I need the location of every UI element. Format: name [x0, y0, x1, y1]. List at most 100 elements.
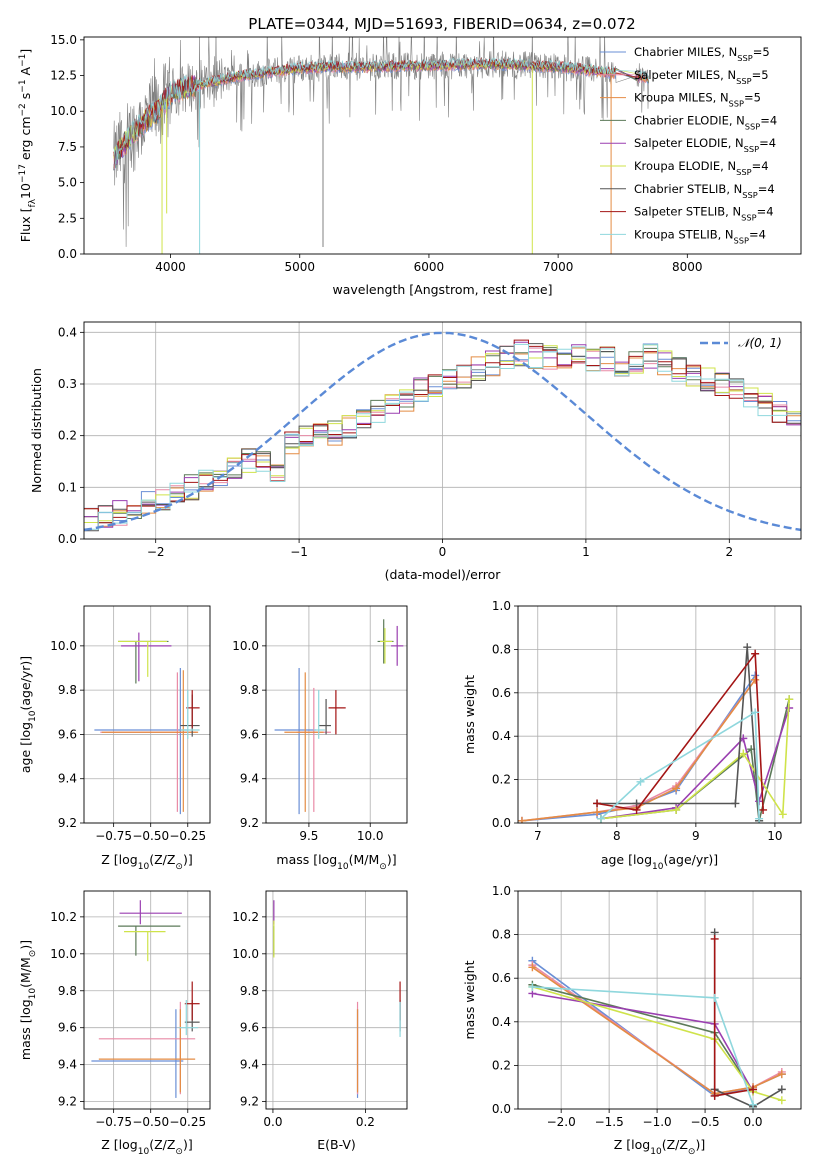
spectrum-y-axis-label-part: −2	[18, 103, 28, 116]
y-tick-label: 5.0	[58, 176, 77, 190]
x-axis-label-part: ⊙	[688, 1147, 696, 1157]
axes-frame	[83, 605, 211, 824]
x-tick-label: −1.0	[643, 1115, 672, 1129]
y-axis-label-part: )]	[18, 940, 33, 950]
histogram-step-line	[84, 344, 801, 523]
y-tick-label: 9.2	[58, 1095, 77, 1109]
metallicity-mass-panel: −0.75 −0.50 −0.25 9.2 9.4 9.6 9.8 10.0 10.2 Z [lo…	[18, 890, 211, 1157]
x-tick-label: 4000	[155, 260, 186, 274]
spectrum-y-axis-label: Flux [fλ10−17 erg cm−2 s−1 A−1]	[18, 49, 38, 243]
residual-histogram-panel: −2 −1 0 1 2 0.0 0.1 0.2 0.3 0.4 𝒩(0, 1) (data-model…	[29, 321, 802, 582]
weight-point-marker	[636, 777, 645, 786]
weight-point-marker	[743, 643, 752, 652]
y-tick-label: 0.4	[492, 1015, 511, 1029]
legend-label-part: SSP	[741, 213, 756, 223]
x-axis-label: age [log10(age/yr)]	[601, 852, 718, 872]
x-tick-label: −0.50	[132, 1115, 169, 1129]
y-tick-label: 0.0	[58, 247, 77, 261]
y-tick-label: 9.8	[58, 984, 77, 998]
legend-label-part: =4	[757, 205, 774, 219]
y-tick-label: 0.0	[492, 816, 511, 830]
y-tick-label: 10.2	[232, 910, 259, 924]
legend-label-part: =4	[760, 113, 777, 127]
legend-label-part: Kroupa STELIB, N	[634, 227, 734, 241]
y-tick-label: 0.3	[58, 377, 77, 391]
x-axis-label: mass [log10(M/M⊙)]	[276, 852, 396, 872]
y-tick-label: 0.8	[492, 642, 511, 656]
x-tick-label: 0.0	[743, 1115, 762, 1129]
x-tick-label: −0.50	[132, 829, 169, 843]
spectrum-y-axis-label-part: λ	[28, 198, 38, 204]
x-axis-label: Z [log10(Z/Z⊙)]	[614, 1137, 705, 1157]
spectrum-lines	[113, 37, 649, 254]
weight-series-line	[532, 986, 783, 1102]
histogram-step-line	[84, 347, 801, 527]
spectrum-y-axis-label-part: Flux [	[18, 207, 33, 242]
y-axis-label: mass weight	[462, 675, 477, 754]
x-tick-label: 0	[439, 545, 447, 559]
x-axis-label-part: (age/yr)]	[663, 852, 718, 867]
y-tick-label: 0.4	[492, 729, 511, 743]
errorbars	[94, 632, 200, 815]
weight-point-marker	[593, 808, 602, 817]
weight-point-marker	[751, 675, 760, 684]
y-axis-label-part: 10	[28, 988, 38, 1000]
legend-label-part: SSP	[745, 121, 760, 131]
y-tick-label: 15.0	[50, 33, 77, 47]
legend-label: Kroupa MILES, NSSP=5	[634, 91, 761, 109]
errorbar-point	[186, 690, 200, 728]
x-tick-label: 2	[725, 545, 733, 559]
errorbar-point	[184, 981, 200, 1021]
legend-label-part: Kroupa MILES, N	[634, 91, 729, 105]
x-axis-label-part: ⊙	[175, 1147, 183, 1157]
legend-label-part: SSP	[737, 53, 752, 63]
weight-series-line	[596, 651, 764, 811]
errorbar-point	[118, 640, 168, 677]
x-tick-label: 10	[767, 829, 782, 843]
y-tick-label: 9.4	[58, 1058, 77, 1072]
y-tick-label: 9.8	[58, 683, 77, 697]
y-axis-label: age [log10(age/yr)]	[18, 656, 38, 773]
weight-point-marker	[710, 993, 719, 1002]
x-axis-label-part: ⊙	[175, 862, 183, 872]
legend-label-part: =5	[744, 91, 761, 105]
legend-label-part: =5	[752, 68, 769, 82]
y-tick-label: 0.1	[58, 480, 77, 494]
y-axis-label-part: age [log	[18, 722, 33, 773]
errorbars	[273, 900, 401, 1098]
axes-frame	[83, 890, 211, 1110]
weight-point-marker	[672, 805, 681, 814]
errorbar-point	[121, 632, 172, 682]
spectrum-y-axis-label-part: −1	[18, 54, 28, 67]
gaussian-curve	[84, 331, 801, 532]
x-axis-label-part: (Z/Z	[662, 1137, 688, 1152]
errorbar-point	[124, 931, 166, 962]
ebv-mass-panel: 0.0 0.2 9.2 9.4 9.6 9.8 10.0 10.2 E(B-V)	[232, 890, 408, 1152]
legend-label: Kroupa STELIB, NSSP=4	[634, 227, 766, 245]
histogram-step-line	[84, 343, 801, 530]
y-tick-label: 9.2	[240, 816, 259, 830]
errorbar-point	[284, 672, 324, 812]
errorbar-point	[328, 690, 346, 735]
x-axis-label: Z [log10(Z/Z⊙)]	[101, 852, 192, 872]
x-axis-label-part: )]	[387, 852, 397, 867]
x-tick-label: 1	[582, 545, 590, 559]
axes-frame	[83, 321, 802, 540]
x-axis-label-part: Z [log	[101, 1137, 137, 1152]
x-tick-label: 0.0	[263, 1115, 282, 1129]
weight-point-marker	[755, 814, 764, 823]
x-axis-label-part: Z [log	[101, 852, 137, 867]
y-tick-label: 2.5	[58, 211, 77, 225]
x-tick-label: −0.75	[95, 829, 132, 843]
x-tick-label: 9	[692, 829, 700, 843]
y-tick-label: 0.0	[58, 532, 77, 546]
y-tick-label: 9.2	[240, 1095, 259, 1109]
histogram-y-axis-label: Normed distribution	[29, 368, 44, 493]
errorbar-point	[318, 699, 331, 735]
x-tick-label: 10.0	[357, 829, 384, 843]
y-tick-label: 10.0	[232, 947, 259, 961]
weight-point-marker	[777, 1070, 786, 1079]
spectrum-y-axis-label-part: −17	[18, 164, 28, 183]
y-tick-label: 10.2	[50, 910, 77, 924]
